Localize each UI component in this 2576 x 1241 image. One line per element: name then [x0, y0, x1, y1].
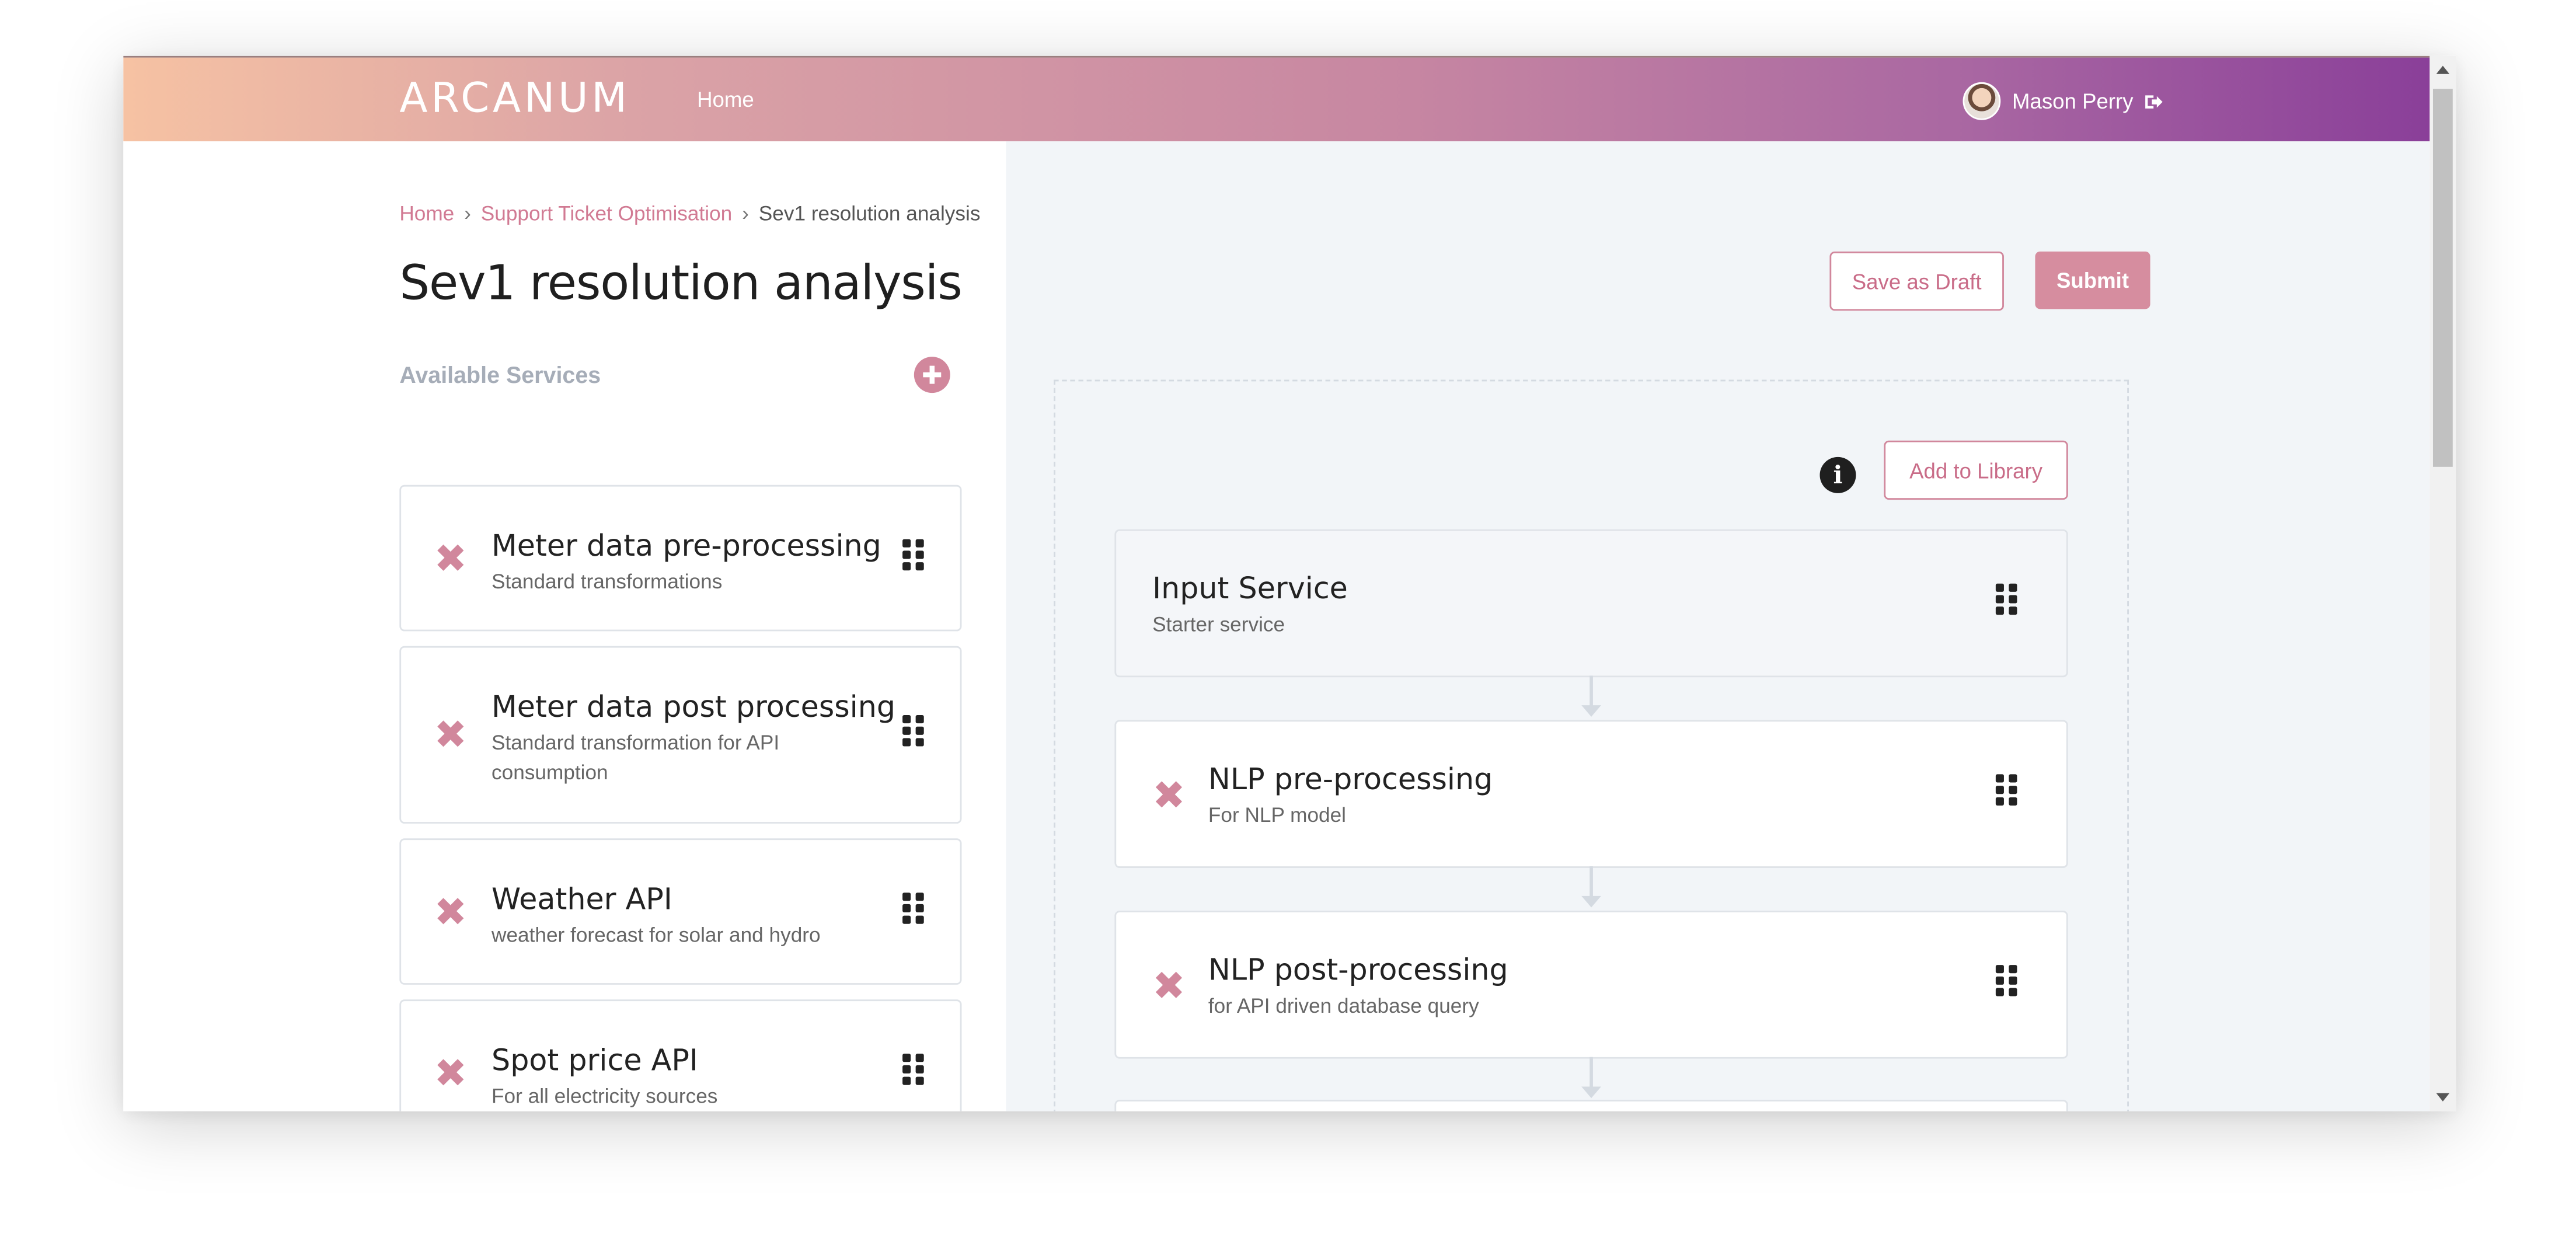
- save-draft-button[interactable]: Save as Draft: [1829, 251, 2004, 311]
- step-subtitle: For NLP model: [1208, 804, 1347, 827]
- app-logo[interactable]: ARCANUM: [399, 74, 630, 122]
- drag-handle-icon[interactable]: [902, 1054, 925, 1086]
- connector-line: [1589, 866, 1593, 898]
- info-icon[interactable]: i: [1819, 456, 1856, 493]
- drag-handle-icon[interactable]: [1995, 583, 2019, 616]
- top-navigation-bar: ARCANUM Home Mason Perry: [123, 55, 2430, 142]
- add-service-button[interactable]: [914, 357, 950, 393]
- close-icon[interactable]: ✖: [434, 889, 468, 936]
- nav-home-link[interactable]: Home: [697, 87, 754, 112]
- drag-handle-icon[interactable]: [902, 893, 925, 925]
- left-panel: Home › Support Ticket Optimisation › Sev1 re…: [123, 141, 1006, 1111]
- pipeline-step[interactable]: ✖ NLP pre-processing For NLP model: [1114, 720, 2068, 868]
- vertical-scrollbar[interactable]: [2429, 55, 2456, 1111]
- drag-handle-icon[interactable]: [1995, 965, 2019, 998]
- scroll-thumb[interactable]: [2432, 89, 2453, 467]
- step-title: Input Service: [1152, 572, 1348, 607]
- avatar[interactable]: [1962, 82, 2001, 120]
- service-title: Spot price API: [492, 1044, 698, 1079]
- connector-line: [1589, 1057, 1593, 1089]
- drag-handle-icon[interactable]: [902, 539, 925, 572]
- step-title: NLP post-processing: [1208, 953, 1508, 988]
- pipeline-step[interactable]: Input Service Starter service: [1114, 529, 2068, 678]
- breadcrumb: Home › Support Ticket Optimisation › Sev1 re…: [399, 202, 980, 225]
- drag-handle-icon[interactable]: [902, 715, 925, 748]
- step-title: NLP pre-processing: [1208, 762, 1493, 797]
- available-services-heading: Available Services: [399, 361, 601, 388]
- service-subtitle: Standard transformation for API consumpt…: [492, 731, 780, 785]
- browser-window: ARCANUM Home Mason Perry Home › Support Ti…: [123, 55, 2456, 1111]
- close-icon[interactable]: ✖: [434, 712, 468, 758]
- service-title: Meter data pre-processing: [492, 529, 881, 564]
- service-card[interactable]: ✖ Meter data post processing Standard tr…: [399, 646, 962, 824]
- breadcrumb-project[interactable]: Support Ticket Optimisation: [480, 202, 733, 225]
- step-subtitle: Starter service: [1152, 613, 1285, 636]
- pipeline-canvas[interactable]: [1054, 379, 2129, 1111]
- close-icon[interactable]: ✖: [1152, 772, 1186, 819]
- service-card[interactable]: ✖ Meter data pre-processing Standard tra…: [399, 484, 962, 632]
- user-name[interactable]: Mason Perry: [2012, 89, 2134, 114]
- page-title: Sev1 resolution analysis: [399, 255, 963, 311]
- close-icon[interactable]: ✖: [434, 536, 468, 582]
- arrow-down-icon: [1581, 705, 1601, 717]
- service-subtitle: weather forecast for solar and hydro: [492, 923, 821, 947]
- service-card[interactable]: ✖ Weather API weather forecast for solar…: [399, 838, 962, 985]
- breadcrumb-current: Sev1 resolution analysis: [758, 202, 981, 225]
- add-to-library-button[interactable]: Add to Library: [1884, 440, 2068, 500]
- breadcrumb-home[interactable]: Home: [399, 202, 455, 225]
- logout-icon[interactable]: [2143, 91, 2163, 111]
- scroll-up-icon[interactable]: [2436, 65, 2450, 74]
- arrow-down-icon: [1581, 895, 1601, 908]
- service-title: Meter data post processing: [492, 690, 896, 725]
- scroll-down-icon[interactable]: [2436, 1093, 2450, 1101]
- submit-button[interactable]: Submit: [2035, 251, 2150, 309]
- service-subtitle: For all electricity sources: [492, 1085, 718, 1108]
- close-icon[interactable]: ✖: [434, 1050, 468, 1097]
- pipeline-step[interactable]: ✖ NLP post-processing for API driven dat…: [1114, 911, 2068, 1059]
- service-title: Weather API: [492, 883, 672, 918]
- connector-line: [1589, 675, 1593, 707]
- breadcrumb-separator: ›: [464, 202, 471, 225]
- service-subtitle: Standard transformations: [492, 570, 723, 594]
- service-card[interactable]: ✖ Spot price API For all electricity sou…: [399, 999, 962, 1111]
- arrow-down-icon: [1581, 1086, 1601, 1099]
- pipeline-step[interactable]: [1114, 1100, 2068, 1111]
- user-menu[interactable]: Mason Perry: [1962, 82, 2163, 120]
- step-subtitle: for API driven database query: [1208, 994, 1479, 1018]
- breadcrumb-separator: ›: [742, 202, 749, 225]
- close-icon[interactable]: ✖: [1152, 963, 1186, 1010]
- drag-handle-icon[interactable]: [1995, 774, 2019, 807]
